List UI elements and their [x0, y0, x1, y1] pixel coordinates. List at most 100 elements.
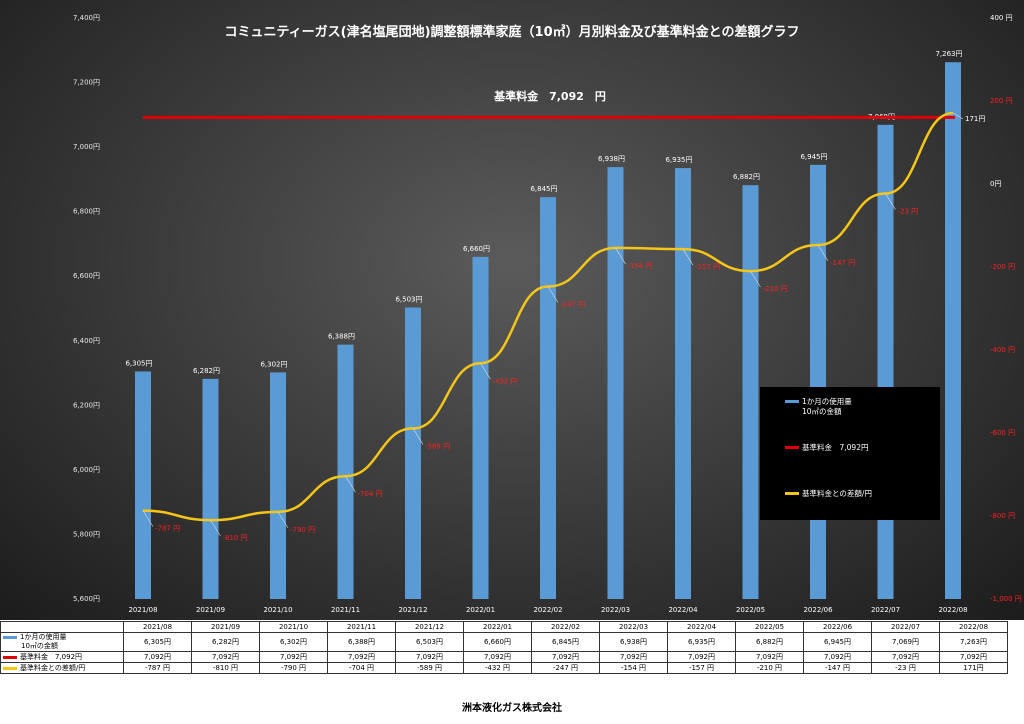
bar-value-label: 6,302円 [260, 360, 287, 368]
table-header-cell: 2021/09 [191, 621, 260, 633]
table-corner [0, 621, 124, 633]
table-cell: 7,092円 [939, 651, 1008, 663]
right-tick-label: -1,000 円 [990, 595, 1022, 603]
table-cell: -157 円 [667, 662, 736, 674]
table-cell: 7,092円 [735, 651, 804, 663]
legend-bar-label-1: 1か月の使用量 [802, 397, 852, 406]
category-label: 2022/04 [668, 606, 698, 614]
table-header-cell: 2021/10 [259, 621, 328, 633]
table-header-row: 2021/08 2021/09 2021/10 2021/11 2021/12 2022/… [0, 621, 1008, 633]
left-tick-label: 6,600円 [73, 272, 100, 280]
table-cell: 6,388円 [327, 632, 396, 652]
table-cell: -23 円 [871, 662, 940, 674]
table-header-cell: 2022/04 [667, 621, 736, 633]
table-header-cell: 2022/07 [871, 621, 940, 633]
diff-value-label: -154 円 [628, 262, 653, 270]
table-cell: -147 円 [803, 662, 872, 674]
category-label: 2022/05 [736, 606, 765, 614]
left-tick-label: 5,600円 [73, 595, 100, 603]
bar-value-label: 6,503円 [395, 296, 422, 304]
table-row-bar-head: 1か月の使用量 10㎥の金額 [0, 632, 124, 652]
diff-line [142, 111, 954, 522]
table-cell: 6,305円 [123, 632, 192, 652]
category-label: 2021/10 [263, 606, 292, 614]
left-tick-label: 7,400円 [73, 14, 100, 22]
table-header-cell: 2022/03 [599, 621, 668, 633]
legend: 1か月の使用量 10㎥の金額 基準料金 7,092円 基準料金との差額/円 [760, 387, 940, 520]
right-tick-label: -800 円 [990, 512, 1015, 520]
table-cell: 7,092円 [123, 651, 192, 663]
legend-diff-label: 基準料金との差額/円 [802, 489, 872, 498]
legend-diff: 基準料金との差額/円 [785, 489, 872, 499]
legend-bar-swatch [785, 400, 799, 403]
right-tick-label: -400 円 [990, 346, 1015, 354]
bar-value-label: 6,935円 [665, 156, 692, 164]
legend-bar-label-2: 10㎥の金額 [802, 407, 842, 416]
table-cell: 6,935円 [667, 632, 736, 652]
diff-leader-line [480, 363, 491, 380]
table-header-cell: 2021/12 [395, 621, 464, 633]
category-label: 2022/08 [938, 606, 967, 614]
base-annotation: 基準料金 7,092 円 [493, 89, 606, 103]
diff-leader-line [682, 248, 694, 266]
bar [675, 168, 691, 599]
left-tick-label: 6,000円 [73, 466, 100, 474]
table-row-bar: 1か月の使用量 10㎥の金額 6,305円 6,282円 6,302円 6,388円 6… [0, 632, 1008, 652]
table-header-cell: 2021/08 [123, 621, 192, 633]
chart-svg: コミュニティーガス(津名塩尾団地)調整額標準家庭（10㎥）月別料金及び基準料金と… [72, 14, 1022, 614]
left-tick-label: 6,200円 [73, 401, 100, 409]
table-cell: 7,092円 [463, 651, 532, 663]
table-row-diff-label: 基準料金との差額/円 [20, 664, 86, 672]
table-cell: 7,092円 [599, 651, 668, 663]
table-row-diff-head: 基準料金との差額/円 [0, 662, 124, 674]
table-cell: 6,845円 [531, 632, 600, 652]
diff-value-label: -247 円 [560, 301, 585, 309]
table-cell: 7,263円 [939, 632, 1008, 652]
category-label: 2022/01 [466, 606, 495, 614]
table-header-cell: 2022/05 [735, 621, 804, 633]
table-cell: 6,882円 [735, 632, 804, 652]
legend-base-label: 基準料金 7,092円 [802, 443, 869, 452]
category-label: 2022/06 [803, 606, 833, 614]
table-row-bar-label-2: 10㎥の金額 [21, 642, 58, 650]
category-label: 2021/12 [398, 606, 427, 614]
category-label: 2021/11 [331, 606, 360, 614]
left-tick-label: 7,200円 [73, 79, 100, 87]
diff-leader-line [615, 247, 626, 265]
table-cell: -247 円 [531, 662, 600, 674]
bar-value-label: 6,388円 [328, 333, 355, 341]
bar-value-label: 6,660円 [463, 245, 490, 253]
bar [607, 167, 624, 599]
legend-bar: 1か月の使用量 10㎥の金額 [785, 397, 852, 417]
left-tick-label: 5,800円 [73, 530, 100, 538]
diff-leader-line [142, 510, 154, 527]
bar-value-label: 7,263円 [935, 50, 962, 58]
bar [135, 371, 151, 599]
table-cell: 6,660円 [463, 632, 532, 652]
table-cell: 6,503円 [395, 632, 464, 652]
diff-leader-line [547, 286, 559, 303]
table-header-cell: 2022/01 [463, 621, 532, 633]
diff-value-label: -147 円 [830, 259, 855, 267]
table-cell: 7,092円 [667, 651, 736, 663]
bar-value-label: 6,945円 [800, 153, 827, 161]
table-cell: 7,092円 [395, 651, 464, 663]
diff-value-label: -704 円 [358, 490, 383, 498]
bar [337, 344, 354, 599]
bar-value-label: 6,938円 [598, 155, 625, 163]
bar [270, 372, 286, 599]
legend-base-swatch [785, 446, 799, 449]
table-cell: -154 円 [599, 662, 668, 674]
diff-value-label: -787 円 [155, 525, 180, 533]
bar [202, 378, 219, 599]
diff-value-label: -790 円 [290, 526, 315, 534]
table-bar-swatch [3, 635, 17, 639]
diff-value-label: 171円 [965, 115, 985, 123]
right-tick-label: -600 円 [990, 429, 1015, 437]
table-cell: -432 円 [463, 662, 532, 674]
diff-leader-line [817, 244, 829, 262]
diff-leader-line [750, 270, 761, 288]
table-cell: 7,092円 [803, 651, 872, 663]
legend-base: 基準料金 7,092円 [785, 443, 869, 453]
data-table: 2021/08 2021/09 2021/10 2021/11 2021/12 2022/… [0, 621, 1024, 674]
